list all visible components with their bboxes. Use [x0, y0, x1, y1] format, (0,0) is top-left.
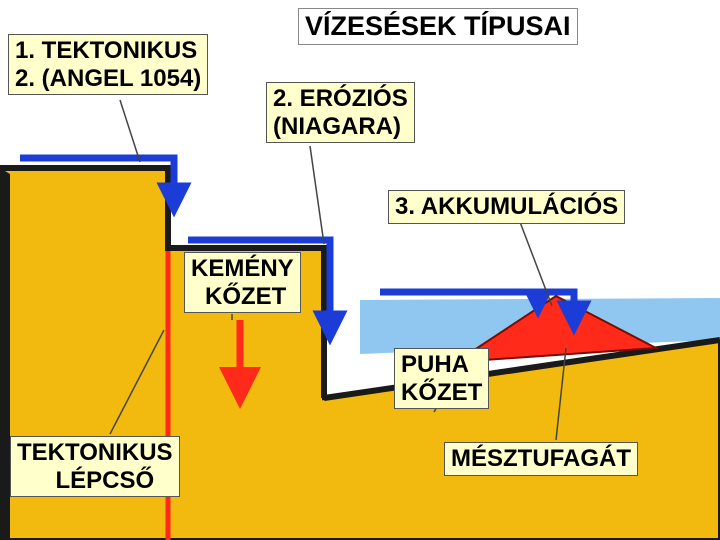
label-erozios: 2. ERÓZIÓS (NIAGARA)	[266, 82, 415, 143]
label-kemeny: KEMÉNY KŐZET	[184, 252, 301, 313]
label-tektonikus_hdr: 1. TEKTONIKUS 2. (ANGEL 1054)	[8, 34, 208, 95]
label-mesztufa: MÉSZTUFAGÁT	[444, 442, 638, 476]
cliff-shadow-left	[0, 168, 10, 540]
label-title: VÍZESÉSEK TÍPUSAI	[298, 8, 578, 45]
label-lepcs: TEKTONIKUS LÉPCSŐ	[10, 436, 180, 497]
label-akkum: 3. AKKUMULÁCIÓS	[388, 190, 625, 224]
label-puha: PUHA KŐZET	[394, 348, 489, 409]
